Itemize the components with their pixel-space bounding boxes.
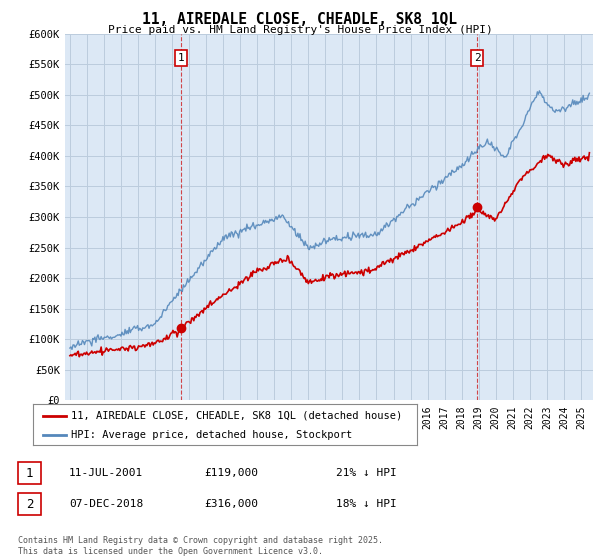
Text: HPI: Average price, detached house, Stockport: HPI: Average price, detached house, Stoc… [71,430,353,440]
Text: 18% ↓ HPI: 18% ↓ HPI [336,499,397,509]
Text: 21% ↓ HPI: 21% ↓ HPI [336,468,397,478]
Text: 11, AIREDALE CLOSE, CHEADLE, SK8 1QL: 11, AIREDALE CLOSE, CHEADLE, SK8 1QL [143,12,458,27]
Text: £119,000: £119,000 [204,468,258,478]
Text: 11-JUL-2001: 11-JUL-2001 [69,468,143,478]
Text: 2: 2 [474,53,481,63]
Text: Contains HM Land Registry data © Crown copyright and database right 2025.
This d: Contains HM Land Registry data © Crown c… [18,536,383,556]
Text: £316,000: £316,000 [204,499,258,509]
Text: 2: 2 [26,497,33,511]
Text: 1: 1 [178,53,185,63]
Text: 11, AIREDALE CLOSE, CHEADLE, SK8 1QL (detached house): 11, AIREDALE CLOSE, CHEADLE, SK8 1QL (de… [71,410,403,421]
Text: 1: 1 [26,466,33,480]
Text: 07-DEC-2018: 07-DEC-2018 [69,499,143,509]
Text: Price paid vs. HM Land Registry's House Price Index (HPI): Price paid vs. HM Land Registry's House … [107,25,493,35]
